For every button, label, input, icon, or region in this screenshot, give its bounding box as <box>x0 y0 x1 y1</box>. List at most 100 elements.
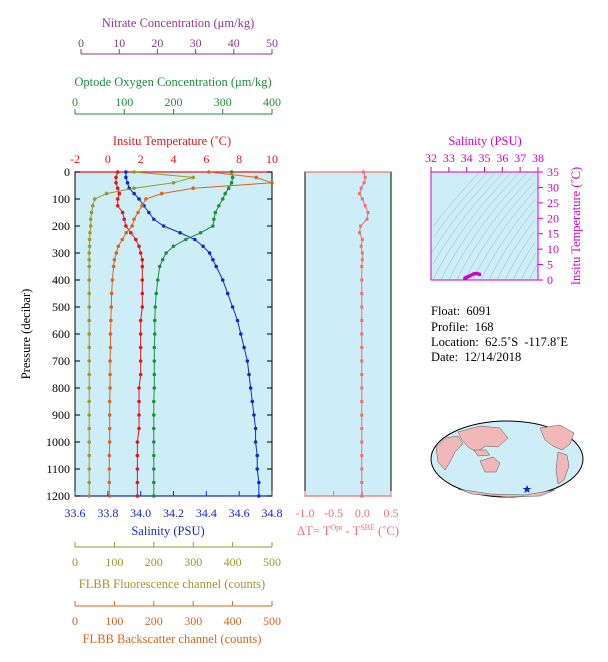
fluorescence-axis-label: FLBB Fluorescence channel (counts) <box>79 577 265 591</box>
isopycnal-line <box>432 171 513 281</box>
data-point-temperature <box>140 291 145 296</box>
delta-t-point <box>360 386 364 390</box>
data-point-oxygen <box>198 230 203 235</box>
data-point-temperature <box>137 244 141 249</box>
data-point-backscatter <box>132 217 136 222</box>
tick-label: 200 <box>52 219 70 233</box>
data-point-oxygen <box>152 332 157 336</box>
data-point-salinity <box>230 305 235 309</box>
data-point-temperature <box>135 453 140 458</box>
tick-label: 300 <box>184 555 202 569</box>
tick-label: 1000 <box>46 435 70 449</box>
tick-label: -2 <box>70 152 80 166</box>
tick-label: 15 <box>547 227 559 241</box>
isopycnal-line <box>488 209 535 281</box>
data-point-salinity <box>245 359 250 363</box>
data-point-salinity <box>257 494 261 498</box>
backscatter-ticks: 0 100 200 300 400 500 <box>72 601 281 628</box>
data-point-temperature <box>137 413 141 417</box>
isopycnal-line <box>504 231 535 281</box>
oxygen-axis: Optode Oxygen Concentration (μm/kg) 0 100… <box>72 75 281 115</box>
tick-label: 200 <box>145 614 163 628</box>
tick-label: 10 <box>266 152 278 166</box>
data-point-backscatter <box>112 257 117 262</box>
data-point-oxygen <box>230 175 235 180</box>
tick-label: 8 <box>236 152 242 166</box>
delta-t-label-suffix: (˚C) <box>375 524 399 538</box>
tick-label: 300 <box>214 95 232 109</box>
tick-label: 100 <box>115 95 133 109</box>
tick-label: 600 <box>52 327 70 341</box>
tick-label: 100 <box>52 192 70 206</box>
isopycnal-line <box>496 220 535 281</box>
delta-t-ticks: -1.0 -0.5 0.0 0.5 <box>296 491 399 520</box>
tick-label: 10 <box>547 242 559 256</box>
delta-t-point <box>360 278 364 282</box>
data-point-fluorescence <box>191 175 195 180</box>
data-point-oxygen <box>152 399 156 404</box>
isopycnal-line <box>472 188 538 281</box>
tick-label: 36 <box>496 151 508 165</box>
data-point-temperature <box>140 278 145 282</box>
data-point-oxygen <box>220 197 225 201</box>
backscatter-axis: 0 100 200 300 400 500 FLBB Backscatter channe… <box>72 601 281 646</box>
map-land-north-america <box>539 424 575 451</box>
data-point-fluorescence <box>87 251 91 255</box>
tick-label: 33.8 <box>97 506 118 520</box>
data-point-fluorescence <box>104 191 109 196</box>
tick-label: 34.2 <box>163 506 184 520</box>
tick-label: 35 <box>547 165 559 179</box>
data-point-fluorescence <box>87 237 92 242</box>
isopycnal-line <box>440 171 521 281</box>
data-point-temperature <box>135 440 140 444</box>
oxygen-axis-label: Optode Oxygen Concentration (μm/kg) <box>74 75 271 89</box>
data-point-salinity <box>211 257 215 262</box>
tick-label: 34.8 <box>262 506 283 520</box>
data-point-temperature <box>138 359 143 363</box>
delta-t-plot-area <box>304 171 392 497</box>
data-point-temperature <box>137 426 141 431</box>
tick-label: 1200 <box>46 489 70 503</box>
data-point-salinity <box>124 170 128 174</box>
map-land-indonesia <box>473 449 491 457</box>
data-point-backscatter <box>107 494 112 498</box>
tick-label: 25 <box>547 196 559 210</box>
tick-label: -1.0 <box>296 506 315 520</box>
nitrate-ticks: 0 10 20 30 40 50 <box>78 36 278 54</box>
data-point-salinity <box>252 413 256 417</box>
data-point-salinity <box>253 426 258 431</box>
data-point-temperature <box>138 372 143 377</box>
data-point-oxygen <box>152 413 156 417</box>
data-point-fluorescence <box>87 386 91 390</box>
data-point-temperature <box>140 257 145 262</box>
delta-t-label-mid: - T <box>342 524 360 538</box>
tick-label: 300 <box>52 246 70 260</box>
tick-label: 300 <box>184 614 202 628</box>
data-point-oxygen <box>213 210 218 215</box>
delta-t-series <box>357 170 370 498</box>
data-point-temperature <box>124 224 128 228</box>
data-point-fluorescence <box>88 230 92 235</box>
data-point-backscatter <box>130 224 134 228</box>
tick-label: 100 <box>105 614 123 628</box>
tick-label: 6 <box>203 152 209 166</box>
tick-label: 200 <box>145 555 163 569</box>
isopycnal-line <box>433 171 481 227</box>
tick-label: 0 <box>547 273 553 287</box>
delta-t-point <box>357 231 361 235</box>
tick-label: 33 <box>443 151 455 165</box>
data-point-temperature <box>135 467 140 471</box>
data-point-temperature <box>138 345 143 350</box>
delta-t-point <box>360 467 364 471</box>
tick-label: 400 <box>263 95 281 109</box>
data-point-fluorescence <box>87 244 92 249</box>
data-point-backscatter <box>111 264 116 269</box>
data-point-fluorescence <box>87 264 91 269</box>
delta-t-label-sup1: Opt <box>330 523 343 532</box>
tick-label: 500 <box>263 555 281 569</box>
isopycnal-line <box>480 198 536 281</box>
tick-label: 30 <box>190 36 202 50</box>
delta-t-axis-label: ΔT= TOpt - TSBE (˚C) <box>297 523 399 538</box>
tick-label: 100 <box>105 555 123 569</box>
